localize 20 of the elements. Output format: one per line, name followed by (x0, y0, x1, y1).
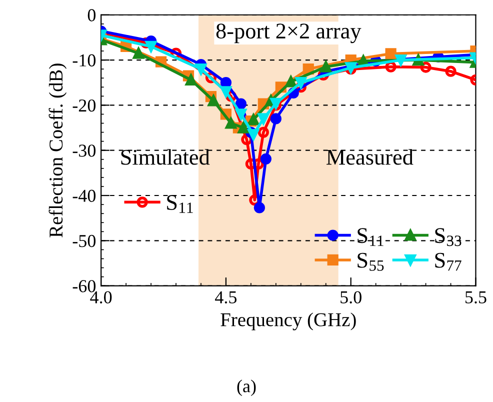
y-tick-label: -60 (72, 280, 96, 292)
text: (a) (237, 380, 256, 396)
y-axis-title: Reflection Coeff. (dB) (48, 64, 67, 238)
annotation: 8-port 2×2 array (216, 24, 362, 44)
y-tick-label: -40 (72, 190, 96, 202)
x-axis-title: Frequency (GHz) (220, 312, 356, 330)
y-tick-label: -20 (72, 99, 96, 112)
legend-label: S$_{55}$ (358, 252, 384, 271)
y-tick-label: -10 (72, 54, 96, 66)
legend-label: S$_{11}$ (358, 228, 384, 246)
x-tick-label: 4.0 (90, 291, 112, 304)
y-tick-label: -30 (72, 144, 96, 157)
y-tick-label: 0 (88, 9, 96, 22)
legend-label: S$_{77}$ (435, 252, 462, 271)
x-tick-label: 4.5 (215, 291, 237, 304)
y-tick-label: -50 (72, 234, 96, 248)
x-tick-label: 5.0 (340, 291, 362, 304)
annotation: Measured (326, 149, 414, 165)
x-tick-label: 5.5 (466, 291, 486, 304)
annotation: Simulated (121, 149, 210, 165)
